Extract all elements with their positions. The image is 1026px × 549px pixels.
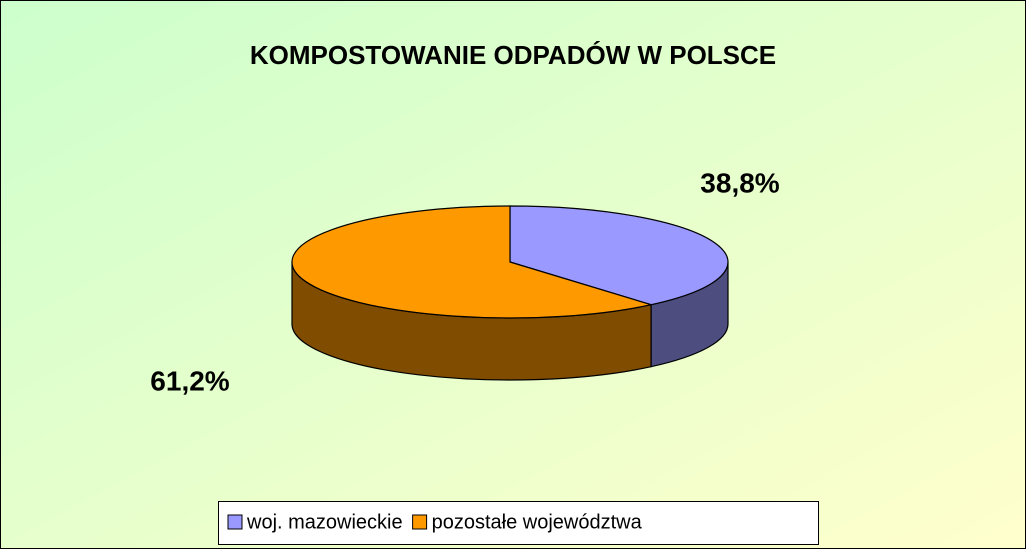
legend-box bbox=[218, 501, 819, 545]
pie-slice bbox=[291, 205, 654, 319]
chart-title: KOMPOSTOWANIE ODPADÓW W POLSCE bbox=[250, 40, 776, 70]
data-label: 61,2% bbox=[150, 365, 229, 396]
legend-label: woj. mazowieckie bbox=[246, 511, 403, 533]
legend-swatch bbox=[412, 514, 428, 530]
legend-label: pozostałe województwa bbox=[432, 511, 643, 533]
pie-slice bbox=[509, 205, 729, 306]
legend-swatch bbox=[227, 514, 243, 530]
data-label: 38,8% bbox=[700, 167, 779, 198]
